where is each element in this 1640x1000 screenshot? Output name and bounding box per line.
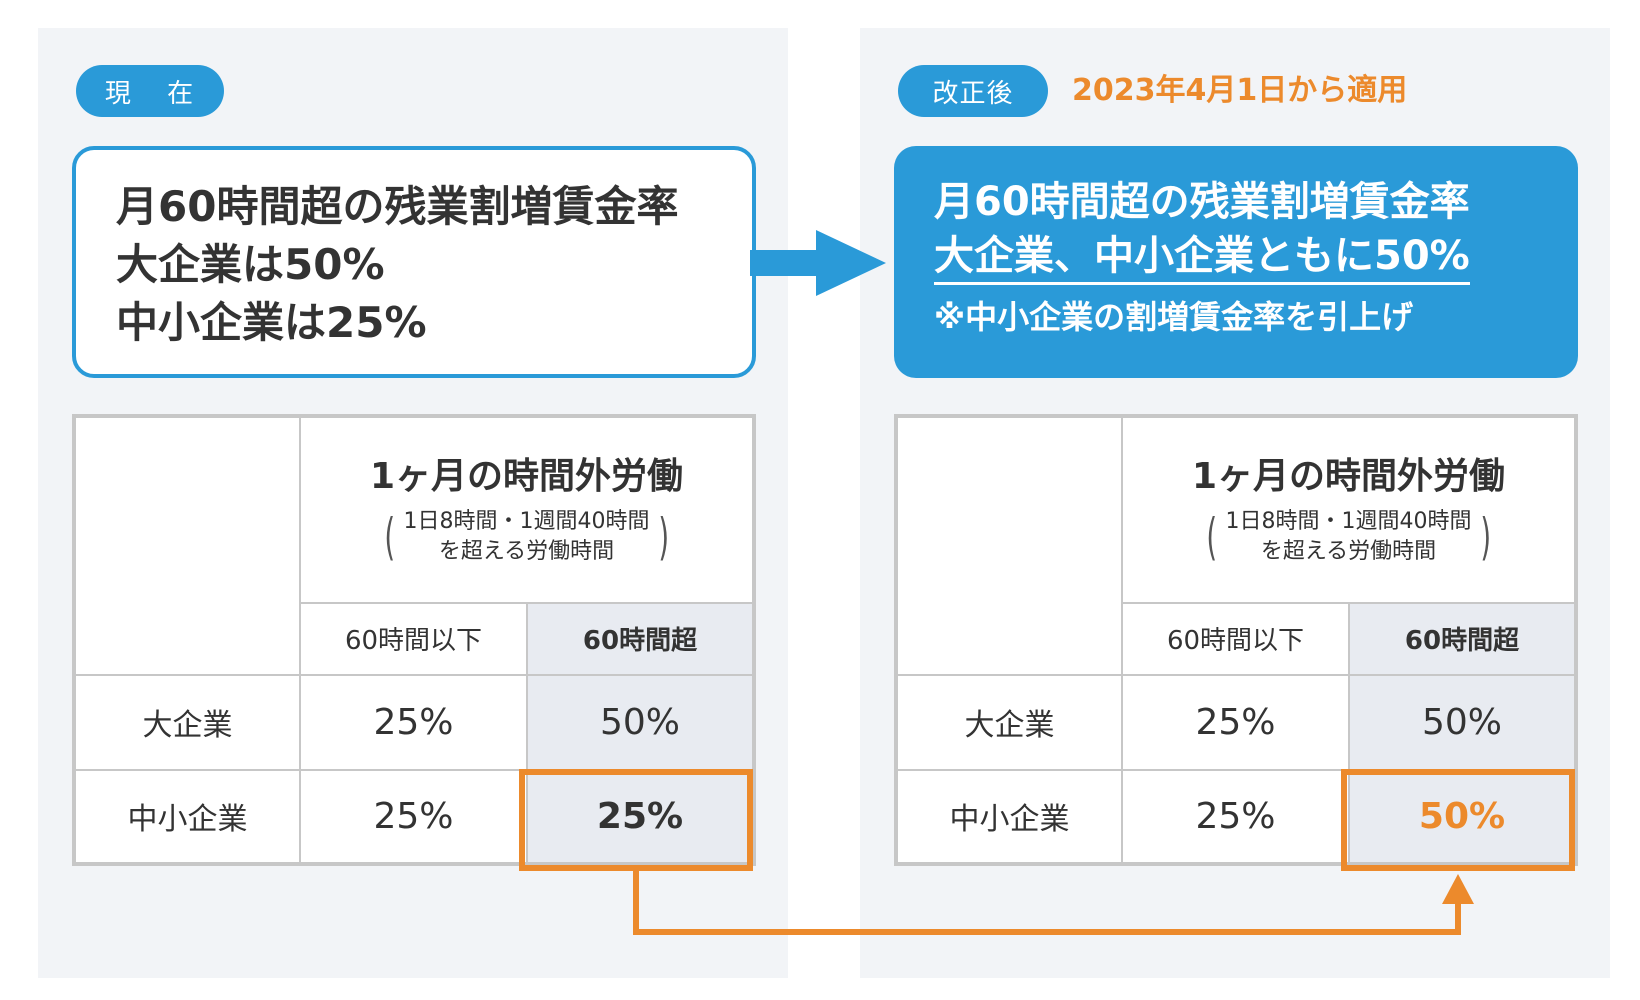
rate-cell: 25%: [299, 674, 528, 771]
row-label: 中小企業: [73, 768, 301, 866]
up-arrow-icon: [1442, 874, 1474, 904]
current-summary-line: 中小企業は25%: [116, 298, 427, 347]
table-header-note: ( 1日8時間・1週間40時間 を超える労働時間 ): [380, 507, 673, 567]
open-paren: (: [1206, 507, 1218, 566]
col-header-gt60: 60時間超: [526, 601, 755, 677]
col-header-le60: 60時間以下: [299, 601, 528, 677]
revised-summary-title: 月60時間超の残業割増賃金率: [934, 179, 1470, 225]
current-highlight-box: [519, 769, 753, 871]
current-summary-line: 大企業は50%: [116, 240, 385, 289]
table-header-title: 1ヶ月の時間外労働: [1191, 455, 1506, 497]
current-tag: 現 在: [76, 65, 224, 117]
rate-cell: 25%: [1121, 674, 1350, 771]
table-header-note-line: を超える労働時間: [1260, 538, 1437, 564]
table-header-note-line: 1日8時間・1週間40時間: [1225, 508, 1472, 534]
close-paren: ): [657, 507, 669, 566]
current-rate-table: 1ヶ月の時間外労働 ( 1日8時間・1週間40時間 を超える労働時間 ) 60時…: [72, 414, 756, 866]
open-paren: (: [384, 507, 396, 566]
table-header-note: ( 1日8時間・1週間40時間 を超える労働時間 ): [1202, 507, 1495, 567]
revised-summary-main: 大企業、中小企業ともに50%: [934, 230, 1470, 285]
table-header: 1ヶ月の時間外労働 ( 1日8時間・1週間40時間 を超える労働時間 ): [299, 415, 755, 604]
revised-panel: 改正後 2023年4月1日から適用 月60時間超の残業割増賃金率 大企業、中小企…: [860, 28, 1610, 978]
table-corner-cell: [895, 414, 1123, 677]
table-corner-cell: [73, 414, 301, 677]
effective-date: 2023年4月1日から適用: [1072, 73, 1408, 108]
rate-cell: 50%: [526, 674, 755, 771]
revised-rate-table: 1ヶ月の時間外労働 ( 1日8時間・1週間40時間 を超える労働時間 ) 60時…: [894, 414, 1578, 866]
revised-highlight-box: [1341, 769, 1575, 871]
rate-cell: 50%: [1348, 674, 1577, 771]
rate-cell-highlighted: 25%: [526, 768, 755, 866]
row-label: 大企業: [73, 674, 301, 771]
rate-cell: 25%: [1121, 768, 1350, 866]
table-header-note-line: を超える労働時間: [438, 538, 615, 564]
right-arrow-icon: [750, 230, 886, 296]
table-header: 1ヶ月の時間外労働 ( 1日8時間・1週間40時間 を超える労働時間 ): [1121, 415, 1577, 604]
revised-tag: 改正後: [898, 65, 1048, 117]
connector-line: [633, 868, 1461, 935]
table-header-note-line: 1日8時間・1週間40時間: [403, 508, 650, 534]
col-header-le60: 60時間以下: [1121, 601, 1350, 677]
table-header-title: 1ヶ月の時間外労働: [369, 455, 684, 497]
current-summary-line: 月60時間超の残業割増賃金率: [116, 182, 679, 231]
rate-cell: 25%: [299, 768, 528, 866]
revised-summary-box: 月60時間超の残業割増賃金率 大企業、中小企業ともに50% ※中小企業の割増賃金…: [894, 146, 1578, 378]
col-header-gt60: 60時間超: [1348, 601, 1577, 677]
row-label: 大企業: [895, 674, 1123, 771]
row-label: 中小企業: [895, 768, 1123, 866]
close-paren: ): [1479, 507, 1491, 566]
revised-summary-note: ※中小企業の割増賃金率を引上げ: [934, 298, 1414, 336]
